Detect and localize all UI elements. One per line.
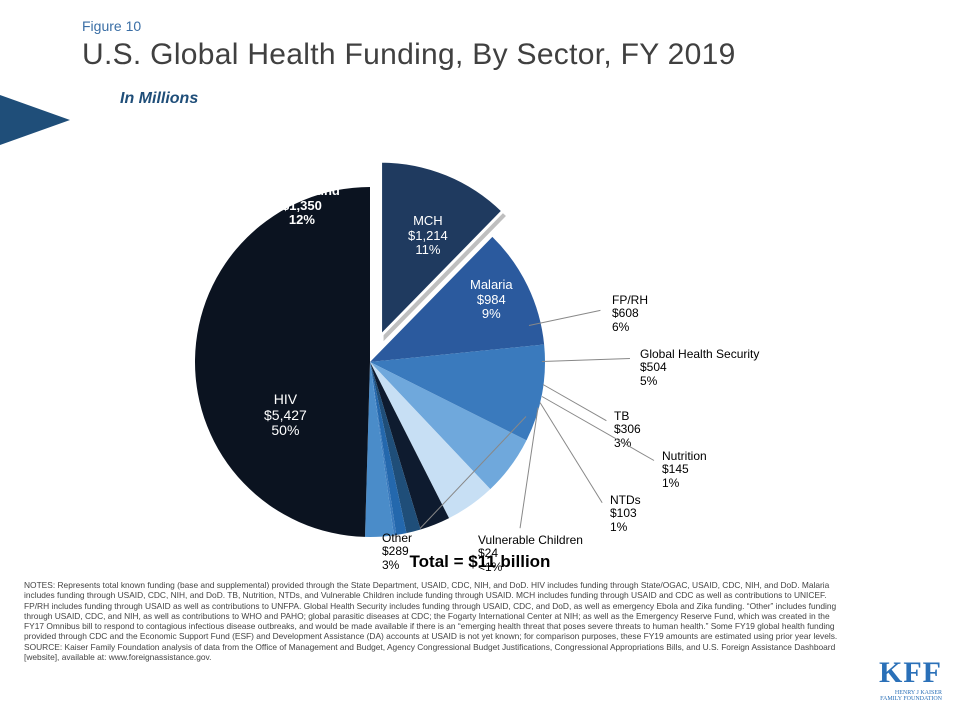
header: Figure 10 U.S. Global Health Funding, By… <box>0 0 960 72</box>
kff-logo-sub2: FAMILY FOUNDATION <box>879 696 942 702</box>
slice-label: Malaria$9849% <box>470 278 513 322</box>
pie-chart: Global Fund$1,35012% MCH$1,21411% Malaria$… <box>0 82 960 572</box>
slice-label: NTDs$1031% <box>610 494 641 534</box>
slice-label: MCH$1,21411% <box>408 214 448 258</box>
slice-label: Nutrition$1451% <box>662 450 707 490</box>
source-text: SOURCE: Kaiser Family Foundation analysi… <box>24 642 835 662</box>
kff-logo-text: KFF <box>879 656 942 689</box>
page-title: U.S. Global Health Funding, By Sector, F… <box>82 38 960 72</box>
notes-text: NOTES: Represents total known funding (b… <box>24 580 837 641</box>
kff-logo: KFF HENRY J KAISER FAMILY FOUNDATION <box>879 656 942 702</box>
slice-label: Global Fund$1,35012% <box>264 184 340 228</box>
slice-label: HIV$5,42750% <box>264 392 307 439</box>
footnotes: NOTES: Represents total known funding (b… <box>24 580 850 662</box>
slice-label: Global Health Security$5045% <box>640 348 759 388</box>
total-text: Total = $11 billion <box>0 552 960 572</box>
slice-label: FP/RH$6086% <box>612 294 648 334</box>
figure-label: Figure 10 <box>82 18 960 34</box>
